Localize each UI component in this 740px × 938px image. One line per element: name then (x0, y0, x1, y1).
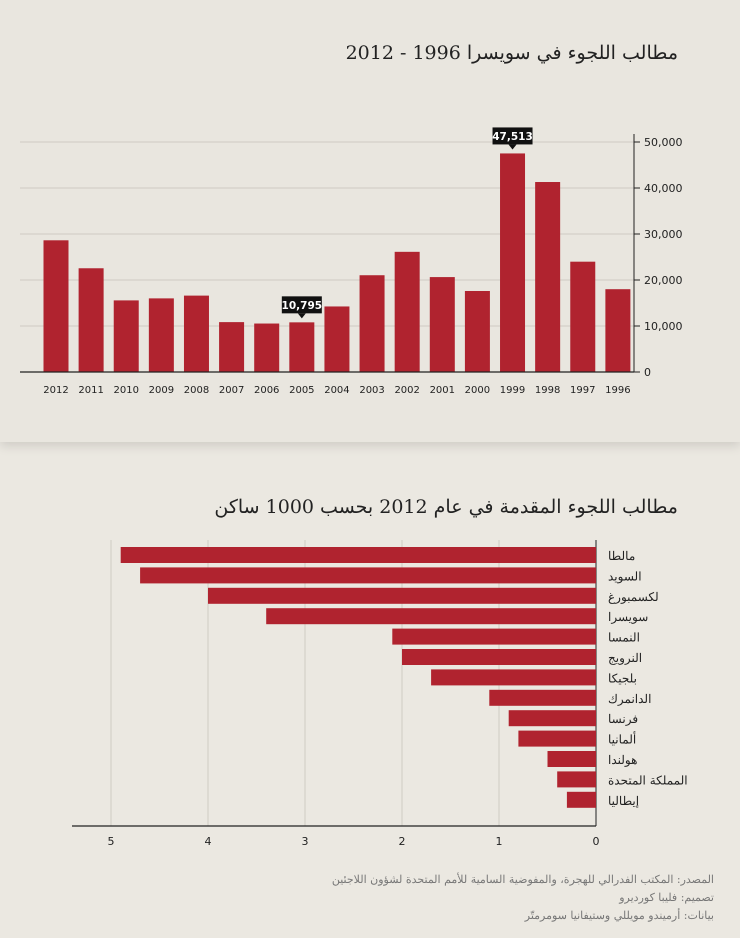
x-tick-label: 1999 (500, 385, 525, 396)
x-tick-label: 2007 (219, 385, 244, 396)
bar-2012 (43, 240, 69, 372)
bar-2008 (183, 295, 209, 372)
bar-3 (208, 587, 596, 604)
country-label: النرويج (608, 651, 642, 665)
bar-2002 (394, 251, 420, 372)
country-label: هولندا (608, 753, 637, 767)
data-label-box (281, 296, 322, 314)
y-tick-label: 40,000 (644, 182, 683, 195)
chart-title-applications: مطالب اللجوء في سويسرا 1996 - 2012 (345, 42, 678, 64)
bar-2000 (464, 290, 490, 372)
bar-2004 (324, 306, 350, 372)
bar-2001 (429, 277, 455, 372)
data-label-pointer (508, 144, 517, 150)
x-tick-label: 2003 (359, 385, 384, 396)
bar-1996 (605, 289, 631, 372)
bar-10 (518, 730, 596, 747)
bar-9 (508, 710, 596, 727)
country-label: إيطاليا (608, 794, 639, 809)
bar-11 (547, 751, 596, 767)
x-tick-label: 2006 (254, 385, 279, 396)
x-tick-label: 2012 (43, 385, 68, 396)
data-label: 47,513 (492, 131, 533, 143)
chart-applications-by-year: 0 10,000 20,000 30,000 40,000 50,000 2012 2011 2… (20, 127, 683, 396)
bar-2009 (148, 298, 174, 372)
bar-6 (402, 649, 596, 665)
bar-12 (557, 771, 596, 788)
bar-7 (431, 669, 596, 686)
country-label: بلجيكا (608, 671, 637, 685)
bar-2007 (219, 322, 245, 372)
bar-2010 (113, 300, 139, 372)
x-tick-label: 3 (302, 835, 309, 848)
x-tick-label: 2008 (184, 385, 209, 396)
country-label: السويد (608, 569, 642, 583)
footer-source: المصدر: المكتب الفدرالي للهجرة، والمفوضي… (331, 873, 714, 886)
country-label: الدانمرك (608, 692, 651, 706)
y-tick-label: 0 (644, 366, 651, 379)
x-tick-label: 2 (399, 835, 406, 848)
bar-5 (392, 628, 596, 645)
data-label-box (492, 127, 533, 145)
x-tick-label: 2011 (78, 385, 103, 396)
bar-1 (120, 547, 596, 563)
x-tick-label: 4 (205, 835, 212, 848)
data-label-pointer (297, 313, 306, 319)
x-tick-label: 2010 (114, 385, 139, 396)
x-tick-label: 2004 (324, 385, 349, 396)
y-tick-label: 10,000 (644, 320, 683, 333)
bar-2 (140, 567, 596, 584)
country-label: ألمانيا (608, 732, 636, 747)
x-tick-label: 2001 (430, 385, 455, 396)
bar-2005 (289, 322, 315, 372)
x-tick-label: 1998 (535, 385, 560, 396)
footer-design: تصميم: فليبا كورديرو (619, 891, 714, 904)
bar-2003 (359, 275, 385, 372)
x-tick-label: 0 (593, 835, 600, 848)
x-tick-label: 1997 (570, 385, 595, 396)
chart-title-per-capita: مطالب اللجوء المقدمة في عام 2012 بحسب 10… (214, 496, 678, 518)
x-tick-label: 2009 (149, 385, 174, 396)
country-label: مالطا (608, 549, 635, 563)
data-label: 10,795 (282, 300, 323, 312)
bar-2006 (254, 323, 280, 372)
y-tick-label: 50,000 (644, 136, 683, 149)
bar-1999 (500, 153, 526, 372)
x-tick-label: 1 (496, 835, 503, 848)
country-label: لكسمبورغ (608, 590, 659, 604)
bar-2011 (78, 268, 104, 372)
x-tick-label: 5 (108, 835, 115, 848)
country-label: سويسرا (608, 610, 648, 624)
y-tick-label: 30,000 (644, 228, 683, 241)
x-tick-label: 2005 (289, 385, 314, 396)
bar-4 (266, 608, 596, 625)
country-label: المملكة المتحدة (608, 773, 688, 787)
x-tick-label: 2000 (465, 385, 490, 396)
bar-8 (489, 689, 596, 706)
x-tick-label: 1996 (605, 385, 630, 396)
bar-1998 (535, 182, 561, 372)
country-label: فرنسا (608, 712, 638, 726)
country-label: النمسا (608, 631, 640, 645)
y-tick-label: 20,000 (644, 274, 683, 287)
bar-13 (566, 791, 596, 808)
footer-data: بيانات: أرميندو مويللي وستيفانيا سومرمتّ… (524, 909, 714, 922)
x-tick-label: 2002 (394, 385, 419, 396)
bar-1997 (570, 261, 596, 372)
